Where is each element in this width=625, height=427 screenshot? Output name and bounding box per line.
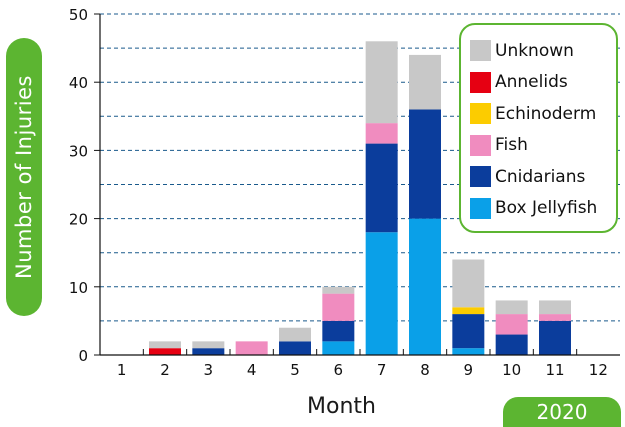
y-axis-label: Number of Injuries [12,75,36,279]
x-tick-label: 8 [420,361,430,379]
x-tick-label: 4 [247,361,257,379]
year-badge: 2020 [503,397,621,427]
legend-item: Annelids [470,67,616,99]
legend-label: Unknown [495,40,574,61]
x-tick-label: 9 [464,361,474,379]
x-tick-label: 10 [502,361,521,379]
bar-segment [495,334,528,355]
bar-segment [539,300,571,315]
legend-swatch [470,134,491,156]
bar-segment [495,300,528,315]
gridlines [100,13,620,322]
x-tick-label: 6 [334,361,344,379]
bar-segment [365,41,398,124]
x-tick-label: 1 [117,361,127,379]
bar-segment [279,341,311,355]
y-tick-label: 40 [69,74,88,92]
legend-swatch [470,166,491,188]
bar-segment [409,109,441,219]
bar-segment [235,341,268,355]
legend-swatch [470,197,491,219]
bar-segment [149,341,181,349]
x-tick-label: 12 [589,361,608,379]
legend-label: Annelids [495,72,568,93]
x-tick-label: 11 [545,361,564,379]
legend-label: Fish [495,135,528,156]
y-tick-label: 50 [69,6,88,24]
bar-segment [279,327,311,342]
legend-item: Fish [470,130,616,162]
y-tick-label: 10 [69,279,88,297]
legend-label: Echinoderm [495,103,597,124]
legend-swatch [470,40,491,62]
bar-segment [322,320,355,342]
y-tick-label: 0 [78,347,88,365]
bar-segment [192,341,225,349]
x-tick-label: 3 [204,361,214,379]
legend-label: Box Jellyfish [495,198,598,219]
bar-segment [149,348,181,355]
bars [149,41,571,355]
x-tick-label: 2 [160,361,170,379]
bar-segment [322,341,355,355]
y-tick-label: 30 [69,142,88,160]
legend: Unknown Annelids Echinoderm Fish Cnidarians B… [459,23,618,233]
bar-segment [452,259,485,308]
bar-segment [539,314,571,321]
bar-segment [452,314,485,349]
bar-segment [365,143,398,233]
legend-swatch [470,103,491,125]
year-label: 2020 [536,400,588,424]
x-axis-label: Month [307,394,376,419]
bar-segment [539,320,571,355]
legend-swatch [470,71,491,93]
x-tick-label: 5 [290,361,300,379]
bar-segment [192,348,225,355]
bar-segment [409,54,441,110]
legend-item: Unknown [470,35,616,67]
bar-segment [452,348,485,355]
bar-segment [365,123,398,144]
legend-item: Echinoderm [470,98,616,130]
legend-label: Cnidarians [495,166,586,187]
y-tick-label: 20 [69,211,88,229]
bar-segment [409,218,441,355]
bar-segment [365,232,398,355]
legend-item: Cnidarians [470,161,616,193]
bar-segment [322,293,355,321]
legend-item: Box Jellyfish [470,193,616,225]
bar-segment [495,314,528,335]
x-tick-label: 7 [377,361,387,379]
bar-segment [452,307,485,315]
bar-segment [322,286,355,294]
y-axis-label-badge: Number of Injuries [6,38,42,316]
